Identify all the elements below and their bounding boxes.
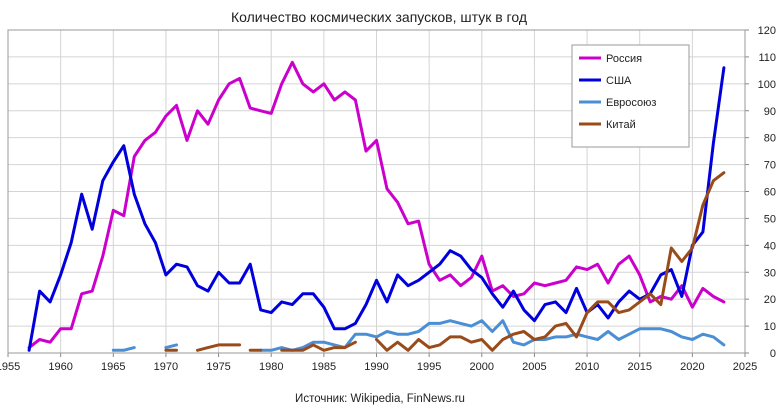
series-line [164,343,178,350]
series-line [27,66,726,352]
x-tick-label: 2010 [575,361,599,373]
series-2 [111,319,726,352]
y-tick-label: 50 [764,213,776,225]
series-line [375,171,726,352]
y-tick-label: 90 [764,106,776,118]
y-tick-label: 70 [764,160,776,172]
x-tick-label: 2020 [680,361,704,373]
x-tick-label: 1955 [0,361,20,373]
series-1 [27,66,726,352]
x-tick-label: 2015 [627,361,651,373]
x-tick-label: 2000 [470,361,494,373]
series-line [196,343,242,352]
y-tick-label: 80 [764,133,776,145]
chart-title: Количество космических запусков, штук в … [231,9,527,25]
legend-label: США [606,75,632,87]
x-tick-label: 1980 [259,361,283,373]
legend-box [571,44,690,148]
series-line [259,319,726,352]
x-tick-label: 1970 [154,361,178,373]
axes: 0 10 20 30 40 50 60 70 80 90 100 110 120 1955 1960 1965… [0,25,776,373]
series-line [280,340,357,352]
source-note: Источник: Wikipedia, FinNews.ru [295,393,465,405]
legend-label: Китай [606,119,636,131]
x-tick-label: 1995 [417,361,441,373]
x-tick-label: 1960 [48,361,72,373]
y-tick-label: 60 [764,187,776,199]
legend-label: Евросоюз [606,97,656,109]
legend: Россия США Евросоюз Китай [571,44,690,148]
x-tick-label: 1975 [206,361,230,373]
x-tick-label: 2005 [522,361,546,373]
y-tick-label: 120 [758,25,776,37]
series-lines [27,60,726,352]
y-tick-label: 40 [764,240,776,252]
series-0 [27,60,726,350]
x-tick-label: 1985 [312,361,336,373]
y-tick-label: 30 [764,267,776,279]
y-tick-label: 20 [764,294,776,306]
series-line [27,60,726,350]
y-tick-label: 100 [758,79,776,91]
y-tick-label: 110 [758,52,776,64]
y-tick-label: 0 [770,348,776,360]
series-line [111,346,136,352]
x-tick-label: 2025 [733,361,757,373]
series-3 [164,171,726,352]
x-tick-label: 1965 [101,361,125,373]
x-tick-label: 1990 [364,361,388,373]
legend-label: Россия [606,53,642,65]
y-tick-label: 10 [764,321,776,333]
plot-frame [7,29,746,354]
